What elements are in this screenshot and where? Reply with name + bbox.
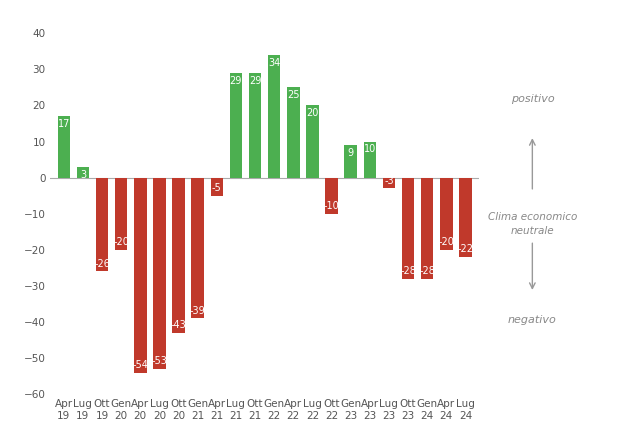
Text: negativo: negativo: [508, 315, 557, 325]
Text: -28: -28: [400, 266, 416, 276]
Bar: [77, 167, 89, 178]
Text: -20: -20: [113, 237, 129, 247]
Text: -3: -3: [384, 176, 394, 185]
Text: -43: -43: [171, 320, 186, 330]
Bar: [382, 178, 395, 189]
Text: 3: 3: [80, 170, 86, 180]
Bar: [440, 178, 452, 250]
Text: -26: -26: [94, 258, 110, 269]
Text: -10: -10: [324, 201, 340, 211]
Text: 17: 17: [57, 119, 70, 129]
Bar: [249, 73, 261, 178]
Bar: [459, 178, 472, 257]
Text: -28: -28: [419, 266, 435, 276]
Text: 9: 9: [348, 148, 353, 158]
Text: positivo: positivo: [510, 94, 554, 103]
Bar: [153, 178, 166, 369]
Text: Clima economico
neutrale: Clima economico neutrale: [488, 212, 577, 236]
Bar: [268, 55, 280, 178]
Text: 29: 29: [249, 76, 261, 86]
Text: -53: -53: [151, 356, 168, 366]
Bar: [421, 178, 433, 279]
Bar: [402, 178, 415, 279]
Text: -5: -5: [212, 183, 222, 193]
Bar: [96, 178, 108, 271]
Bar: [210, 178, 223, 196]
Text: 10: 10: [364, 144, 376, 155]
Text: -22: -22: [457, 244, 473, 254]
Bar: [134, 178, 147, 373]
Text: 29: 29: [230, 76, 242, 86]
Bar: [230, 73, 242, 178]
Bar: [192, 178, 204, 319]
Text: -54: -54: [132, 360, 148, 370]
Bar: [57, 116, 70, 178]
Bar: [287, 87, 299, 178]
Bar: [306, 105, 319, 178]
Text: -39: -39: [190, 306, 205, 315]
Bar: [325, 178, 338, 214]
Text: 25: 25: [287, 90, 299, 100]
Bar: [173, 178, 185, 333]
Bar: [345, 145, 357, 178]
Text: 34: 34: [268, 58, 280, 68]
Text: -20: -20: [438, 237, 454, 247]
Bar: [115, 178, 127, 250]
Bar: [364, 142, 376, 178]
Text: 20: 20: [306, 108, 319, 118]
